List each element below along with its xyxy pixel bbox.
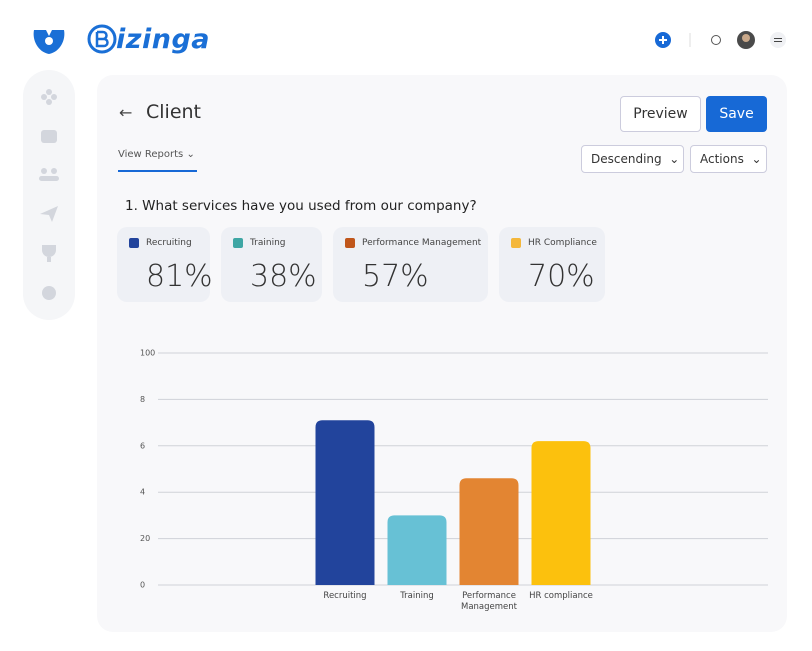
back-arrow[interactable]: ← — [119, 103, 133, 122]
sidebar-icons — [39, 89, 59, 300]
nav-icon[interactable] — [46, 99, 52, 105]
checkbox — [511, 238, 521, 248]
y-tick-label: 6 — [140, 441, 145, 450]
tab-label: View Reports — [118, 149, 184, 160]
brand-b — [87, 24, 117, 54]
stat-value: 70% — [528, 259, 595, 294]
x-tick-label: Training — [400, 591, 434, 601]
nav-icon[interactable] — [41, 130, 57, 143]
nav-icon[interactable] — [42, 245, 56, 262]
bar — [459, 478, 519, 585]
actions-dropdown[interactable]: Actions ⌄ — [690, 145, 767, 173]
nav-icon[interactable] — [51, 94, 57, 100]
nav-icon[interactable] — [42, 286, 56, 300]
preview-button[interactable]: Preview — [620, 96, 701, 132]
nav-icon[interactable] — [39, 176, 59, 181]
stat-value: 38% — [250, 259, 317, 294]
stat-label: Training — [250, 238, 286, 248]
y-tick-label: 4 — [140, 488, 145, 497]
nav-icon[interactable] — [51, 168, 57, 174]
stat-card: Training 38% — [221, 227, 322, 302]
stat-value: 81% — [146, 259, 213, 294]
stat-label: Performance Management — [362, 238, 482, 248]
stat-label: HR Compliance — [528, 238, 597, 248]
stat-card: Performance Management 57% — [333, 227, 488, 302]
bar — [315, 420, 375, 585]
y-tick-label: 8 — [140, 395, 145, 404]
bar — [531, 441, 591, 585]
sort-label: Descending — [591, 152, 662, 166]
y-tick-label: 20 — [140, 534, 150, 543]
nav-icon[interactable] — [46, 89, 52, 95]
help-button[interactable] — [711, 35, 721, 45]
sort-dropdown[interactable]: Descending ⌄ — [581, 145, 684, 173]
brand-b-glyph — [95, 30, 109, 48]
nav-icon[interactable] — [41, 168, 47, 174]
nav-icon[interactable] — [41, 94, 47, 100]
tab-underline — [118, 170, 197, 172]
question: 1. What services have you used from our … — [125, 198, 477, 214]
stat-value: 57% — [362, 259, 429, 294]
top-bar — [33, 24, 786, 54]
view-reports-tab[interactable]: View Reports ⌄ — [118, 149, 195, 160]
x-tick-label: HR compliance — [529, 591, 593, 601]
actions-label: Actions — [700, 152, 744, 166]
x-tick-label: Performance Management — [461, 591, 517, 612]
logo-dot — [45, 37, 53, 45]
nav-icon[interactable] — [40, 206, 58, 222]
save-button[interactable]: Save — [706, 96, 767, 132]
add-icon — [659, 36, 667, 44]
menu-button[interactable] — [770, 32, 786, 48]
y-tick-label: 0 — [140, 581, 145, 590]
brand: izinga — [116, 24, 210, 55]
sidebar — [23, 70, 75, 320]
stat-label: Recruiting — [146, 238, 192, 248]
bar — [387, 515, 447, 585]
stat-card: Recruiting 81% — [117, 227, 213, 302]
checkbox — [129, 238, 139, 248]
stat-card: HR Compliance 70% — [499, 227, 605, 302]
x-tick-label: Recruiting — [323, 591, 367, 601]
y-tick-label: 100 — [140, 349, 155, 358]
checkbox — [233, 238, 243, 248]
page-title: Client — [146, 101, 202, 123]
checkbox — [345, 238, 355, 248]
menu-icon — [774, 38, 782, 42]
avatar-face — [742, 34, 750, 42]
